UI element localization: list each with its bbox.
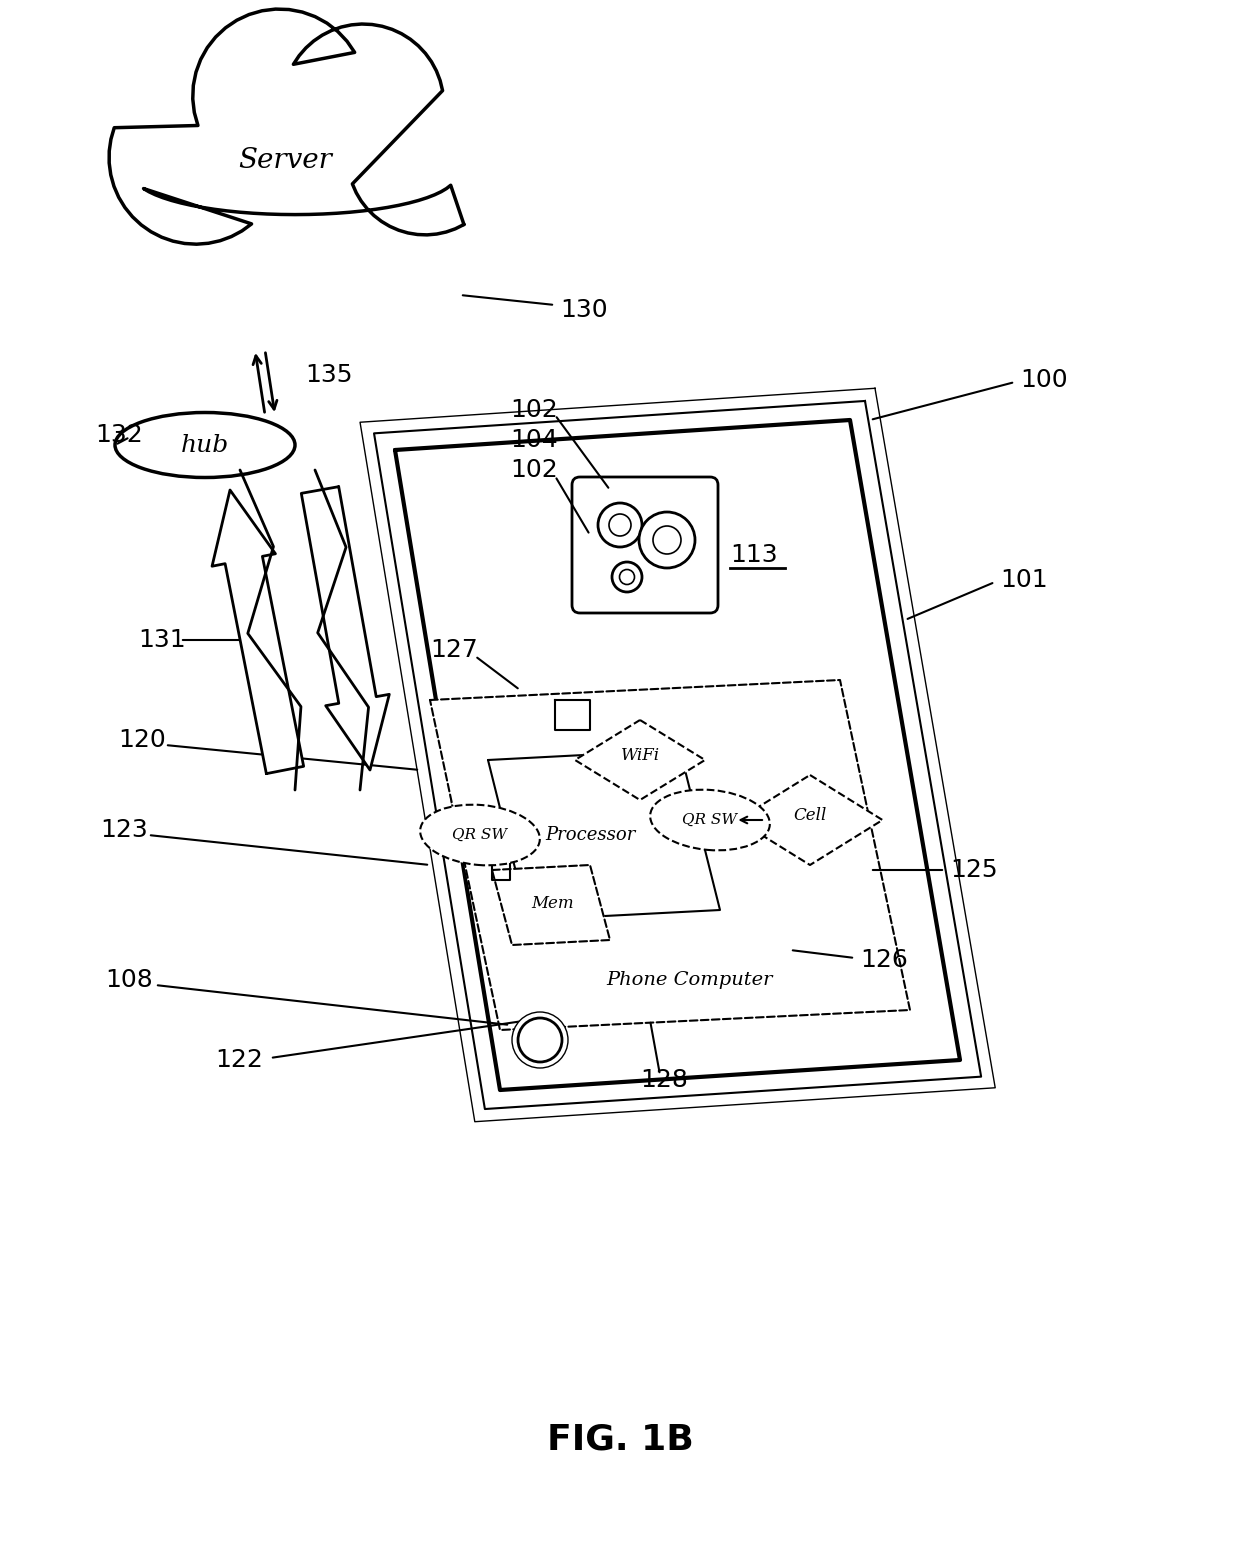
Circle shape xyxy=(609,514,631,535)
Ellipse shape xyxy=(420,804,539,865)
Text: 100: 100 xyxy=(1021,368,1068,391)
Text: QR SW: QR SW xyxy=(682,814,738,828)
Circle shape xyxy=(512,1012,568,1067)
Text: 135: 135 xyxy=(305,364,352,387)
Circle shape xyxy=(653,526,681,554)
Circle shape xyxy=(620,569,635,585)
Polygon shape xyxy=(301,487,389,770)
Ellipse shape xyxy=(115,413,295,478)
Circle shape xyxy=(598,503,642,548)
Polygon shape xyxy=(212,490,304,774)
Text: 102: 102 xyxy=(510,398,558,422)
Text: QR SW: QR SW xyxy=(453,828,507,842)
Text: 123: 123 xyxy=(100,818,148,842)
Text: Cell: Cell xyxy=(794,806,827,823)
Circle shape xyxy=(639,512,694,568)
Text: 101: 101 xyxy=(999,568,1048,593)
Text: 122: 122 xyxy=(215,1047,263,1072)
Text: 127: 127 xyxy=(430,637,477,662)
Text: FIG. 1B: FIG. 1B xyxy=(547,1423,693,1457)
Text: 131: 131 xyxy=(138,628,186,651)
Text: hub: hub xyxy=(181,433,229,456)
Text: 125: 125 xyxy=(950,859,998,882)
Polygon shape xyxy=(430,681,910,1030)
Text: Processor: Processor xyxy=(544,826,635,845)
Text: Mem: Mem xyxy=(532,894,574,911)
Polygon shape xyxy=(489,750,720,920)
Text: 130: 130 xyxy=(560,299,608,322)
Polygon shape xyxy=(738,775,883,865)
Text: 102: 102 xyxy=(510,458,558,483)
Polygon shape xyxy=(492,865,610,945)
Text: 108: 108 xyxy=(105,968,153,992)
Text: Phone Computer: Phone Computer xyxy=(606,972,774,989)
Circle shape xyxy=(613,562,642,593)
Text: 104: 104 xyxy=(510,429,558,452)
Text: Server: Server xyxy=(238,147,332,173)
Ellipse shape xyxy=(650,789,770,851)
Polygon shape xyxy=(396,419,960,1091)
Text: WiFi: WiFi xyxy=(620,747,660,764)
Text: 126: 126 xyxy=(861,948,908,972)
FancyBboxPatch shape xyxy=(572,476,718,613)
Text: 132: 132 xyxy=(95,422,143,447)
Text: 113: 113 xyxy=(730,543,777,568)
Text: 120: 120 xyxy=(118,729,166,752)
Circle shape xyxy=(518,1018,562,1061)
Polygon shape xyxy=(575,719,706,800)
Polygon shape xyxy=(109,9,464,244)
Text: 128: 128 xyxy=(640,1067,688,1092)
